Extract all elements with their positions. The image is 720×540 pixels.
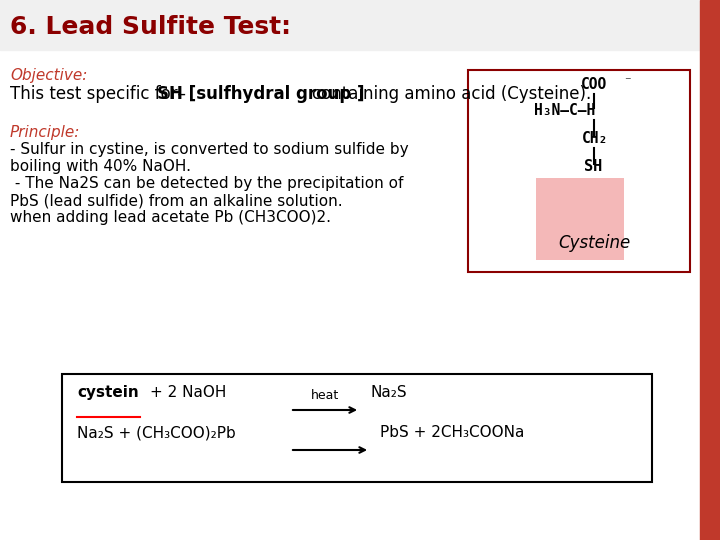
Bar [0, 0, 700, 50]
Text: Objective:: Objective: [10, 68, 87, 83]
Text: cystein: cystein [77, 385, 139, 400]
Text: heat: heat [311, 389, 339, 402]
Text: PbS (lead sulfide) from an alkaline solution.: PbS (lead sulfide) from an alkaline solu… [10, 193, 343, 208]
Text: SH: SH [584, 159, 602, 174]
Text: PbS + 2CH₃COONa: PbS + 2CH₃COONa [380, 425, 524, 440]
Text: H₃N—C—H: H₃N—C—H [534, 103, 595, 118]
Text: ⁻: ⁻ [624, 75, 630, 88]
Bar [700, 0, 720, 540]
Text: boiling with 40% NaOH.: boiling with 40% NaOH. [10, 159, 191, 174]
Text: when adding lead acetate Pb (CH3COO)2.: when adding lead acetate Pb (CH3COO)2. [10, 210, 331, 225]
Text: Na₂S: Na₂S [370, 385, 407, 400]
Text: - Sulfur in cystine, is converted to sodium sulfide by: - Sulfur in cystine, is converted to sod… [10, 142, 409, 157]
Text: + 2 NaOH: + 2 NaOH [150, 385, 226, 400]
Text: COO: COO [581, 77, 607, 92]
Text: SH [sulfhydral group ]: SH [sulfhydral group ] [157, 85, 364, 103]
Text: CH₂: CH₂ [582, 131, 608, 146]
Text: 6. Lead Sulfite Test:: 6. Lead Sulfite Test: [10, 15, 291, 39]
Text: - The Na2S can be detected by the precipitation of: - The Na2S can be detected by the precip… [10, 176, 403, 191]
Text: containing amino acid (Cysteine).: containing amino acid (Cysteine). [312, 85, 591, 103]
Bar [536, 178, 624, 260]
Bar [468, 70, 690, 272]
Text: Na₂S + (CH₃COO)₂Pb: Na₂S + (CH₃COO)₂Pb [77, 425, 235, 440]
Text: Cysteine: Cysteine [558, 234, 630, 252]
Text: Principle:: Principle: [10, 125, 81, 140]
Text: This test specific for–: This test specific for– [10, 85, 186, 103]
Bar [62, 374, 652, 482]
